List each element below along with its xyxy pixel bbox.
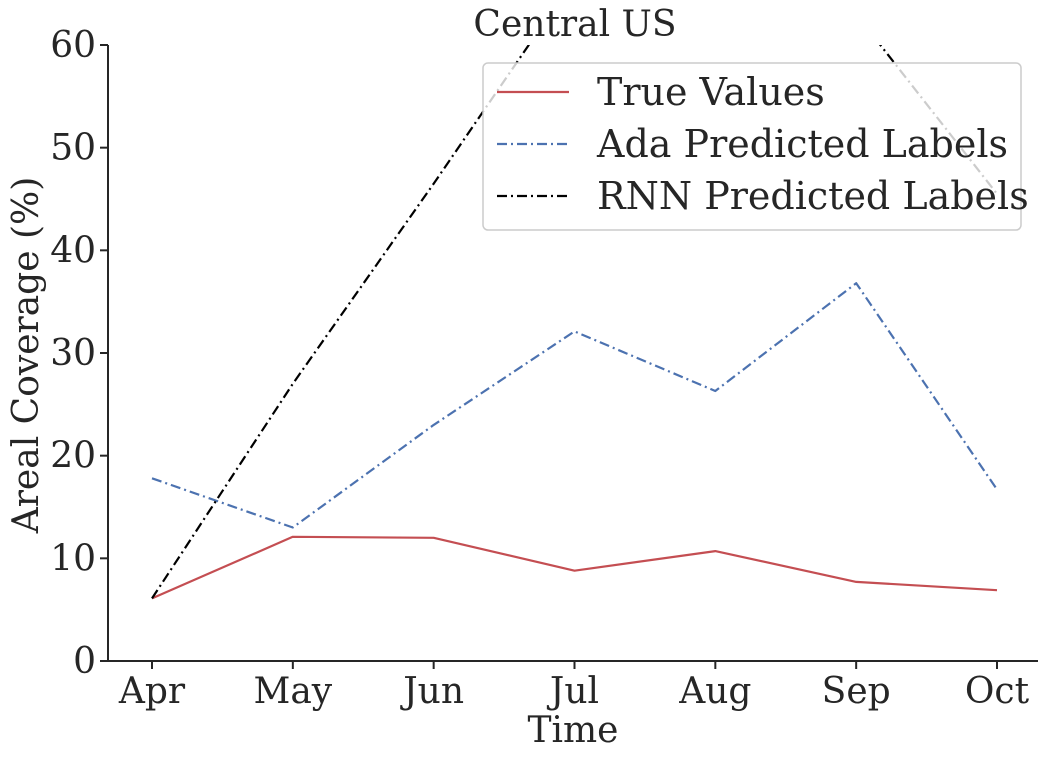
y-axis-ticks: 0 10 20 30 40 50 60 xyxy=(50,25,108,682)
y-tick-label: 40 xyxy=(50,230,96,271)
x-tick-label: Jul xyxy=(546,671,599,712)
legend-box xyxy=(482,62,1022,231)
legend-label-0: True Values xyxy=(597,70,825,114)
series-layer xyxy=(151,45,998,600)
legend-label-2: RNN Predicted Labels xyxy=(597,174,1029,218)
x-tick-label: Apr xyxy=(118,671,186,712)
y-tick-label: 50 xyxy=(50,128,96,169)
y-tick-label: 60 xyxy=(50,25,96,66)
legend-label-1: Ada Predicted Labels xyxy=(596,122,1008,166)
x-axis-label: Time xyxy=(528,710,619,751)
legend-items: True Values Ada Predicted Labels RNN Predi… xyxy=(497,70,1029,218)
x-tick-label: Oct xyxy=(965,671,1030,712)
y-axis-label: Areal Coverage (%) xyxy=(6,177,47,535)
x-tick-label: Sep xyxy=(822,671,891,712)
chart-title: Central US xyxy=(473,4,676,45)
x-tick-label: May xyxy=(253,671,332,712)
y-tick-label: 10 xyxy=(50,538,96,579)
x-axis-ticks: Apr May Jun Jul Aug Sep Oct xyxy=(118,661,1030,712)
series-line-0 xyxy=(151,535,998,600)
x-tick-label: Aug xyxy=(678,671,751,712)
y-tick-label: 30 xyxy=(50,333,96,374)
legend: True Values Ada Predicted Labels RNN Predi… xyxy=(482,62,1029,231)
series-line-1 xyxy=(151,282,998,529)
y-tick-label: 20 xyxy=(50,436,96,477)
y-tick-label: 0 xyxy=(73,641,96,682)
x-tick-label: Jun xyxy=(399,671,464,712)
